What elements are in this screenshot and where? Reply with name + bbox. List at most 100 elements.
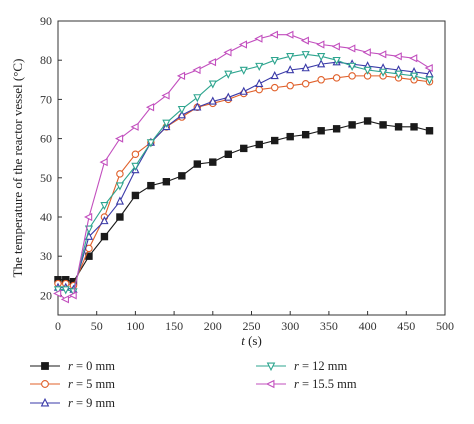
series-2 — [53, 57, 434, 293]
data-point — [255, 85, 263, 94]
data-point — [193, 94, 202, 103]
data-point — [378, 50, 387, 59]
data-point — [115, 182, 125, 191]
data-point — [193, 102, 202, 111]
x-tick-label: 400 — [359, 319, 377, 333]
legend-marker — [40, 397, 50, 407]
legend-label: r = 15.5 mm — [294, 377, 357, 391]
data-point — [53, 286, 63, 295]
legend-label: r = 0 mm — [68, 359, 115, 373]
data-point — [285, 30, 294, 39]
data-point — [269, 30, 278, 39]
series-4 — [53, 30, 433, 304]
data-point — [100, 215, 109, 225]
y-tick-label: 70 — [40, 92, 52, 106]
x-tick-label: 250 — [243, 319, 261, 333]
data-point — [347, 44, 356, 53]
data-point — [425, 127, 434, 135]
data-point — [348, 72, 356, 80]
legend-label: r = 5 mm — [68, 377, 115, 391]
data-point — [331, 42, 340, 51]
data-point — [178, 172, 186, 180]
legend-label-text: = 9 mm — [73, 396, 115, 410]
legend-label-text: = 12 mm — [299, 359, 348, 373]
legend-item: r = 9 mm — [30, 396, 115, 410]
plot-frame — [57, 20, 446, 316]
data-point — [224, 150, 232, 158]
data-point — [69, 288, 78, 297]
legend-label-variable: r — [294, 359, 299, 373]
data-point — [332, 74, 341, 82]
y-tick-label: 30 — [40, 249, 52, 263]
legend-label-variable: r — [68, 359, 73, 373]
legend-marker — [265, 379, 275, 389]
data-point — [99, 158, 108, 167]
x-axis: 0 50 100 150 200 250 300 350 400 450 500 — [55, 311, 454, 333]
legend: r = 0 mmr = 5 mmr = 9 mmr = 12 mmr = 15.… — [30, 359, 357, 410]
data-point — [332, 125, 341, 133]
data-point — [394, 123, 403, 131]
y-tick-label: 20 — [40, 288, 52, 302]
data-point — [209, 158, 217, 166]
data-point — [147, 181, 155, 190]
x-axis-title: t (s) — [241, 333, 262, 348]
data-point — [130, 122, 139, 131]
data-point — [286, 81, 294, 90]
legend-label-variable: r — [294, 377, 299, 391]
legend-marker — [41, 362, 49, 370]
data-point — [116, 213, 124, 221]
data-point — [239, 66, 248, 75]
series-0 — [54, 117, 434, 286]
data-point — [207, 58, 217, 67]
data-point — [223, 48, 232, 57]
legend-marker — [41, 380, 49, 388]
data-point — [363, 117, 372, 125]
data-point — [177, 105, 186, 115]
data-point — [208, 80, 217, 89]
series-line — [58, 75, 430, 287]
series-3 — [53, 51, 434, 297]
data-point — [409, 72, 419, 81]
data-point — [224, 70, 233, 79]
data-point — [286, 132, 294, 141]
x-tick-label: 450 — [397, 319, 415, 333]
x-tick-label: 500 — [436, 319, 454, 333]
y-tick-label: 50 — [40, 171, 52, 185]
data-point — [348, 62, 357, 72]
data-point — [332, 56, 341, 66]
legend-label-text: = 15.5 mm — [299, 377, 357, 391]
data-point — [394, 70, 403, 79]
data-point — [240, 144, 248, 153]
x-tick-label: 0 — [55, 319, 61, 333]
legend-label: r = 9 mm — [68, 396, 115, 410]
data-point — [286, 53, 295, 62]
data-point — [115, 196, 125, 205]
y-axis: 20 30 40 50 60 70 80 90 — [40, 14, 62, 302]
series-line — [58, 61, 430, 291]
data-point — [161, 91, 170, 100]
data-point — [192, 65, 201, 75]
data-point — [255, 62, 264, 72]
data-point — [300, 36, 309, 45]
data-point — [162, 178, 171, 186]
data-point — [193, 160, 202, 168]
data-point — [100, 232, 109, 241]
data-point — [317, 53, 326, 62]
data-point — [60, 295, 69, 304]
data-point — [317, 76, 325, 84]
data-point — [177, 110, 186, 119]
data-point — [362, 48, 371, 57]
data-point — [255, 140, 263, 149]
data-point — [363, 66, 372, 75]
data-point — [410, 123, 418, 131]
data-point — [409, 54, 418, 63]
data-point — [84, 212, 93, 222]
legend-label-variable: r — [68, 377, 73, 391]
legend-item: r = 12 mm — [256, 359, 348, 373]
series-1 — [54, 72, 434, 290]
data-point — [131, 150, 140, 159]
data-point — [317, 127, 325, 135]
data-point — [424, 63, 433, 73]
data-point — [254, 34, 263, 43]
y-axis-title: The temperature of the reactor vessel (°… — [10, 59, 25, 278]
